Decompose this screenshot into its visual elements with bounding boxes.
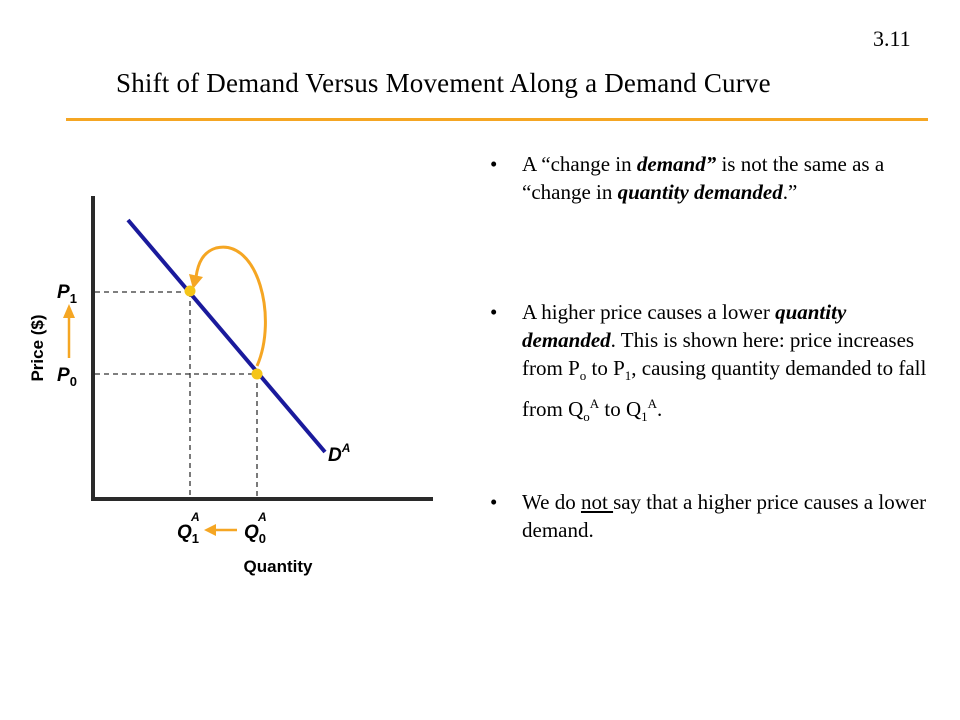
bullet-2: • A higher price causes a lower quantity… (490, 300, 927, 425)
q0-label: Q0 (244, 522, 266, 546)
p0-label: P0 (57, 365, 77, 389)
movement-arc-arrowhead (189, 274, 203, 289)
curve-label: DA (328, 441, 350, 466)
bullet-dot: • (490, 300, 498, 324)
bullet-dot: • (490, 152, 498, 176)
point-p0-q0 (251, 368, 263, 380)
title-divider (66, 118, 928, 121)
slide-number: 3.11 (873, 26, 911, 51)
bullet-1: • A “change in demand” is not the same a… (490, 152, 885, 204)
movement-arc (194, 245, 267, 367)
price-arrow-head (63, 304, 75, 318)
point-p1-q1 (184, 285, 196, 297)
slide-title: Shift of Demand Versus Movement Along a … (116, 68, 771, 98)
demand-curve (126, 218, 327, 454)
bullet-3: • We do not say that a higher price caus… (490, 490, 927, 542)
q1-sup: A (190, 510, 200, 524)
x-axis-label: Quantity (244, 557, 313, 576)
q0-sup: A (257, 510, 267, 524)
p1-label: P1 (57, 282, 77, 306)
q1-label: Q1 (177, 522, 199, 546)
y-axis-label: Price ($) (28, 314, 47, 381)
bullet-dot: • (490, 490, 498, 514)
quantity-arrow-head (204, 524, 216, 536)
